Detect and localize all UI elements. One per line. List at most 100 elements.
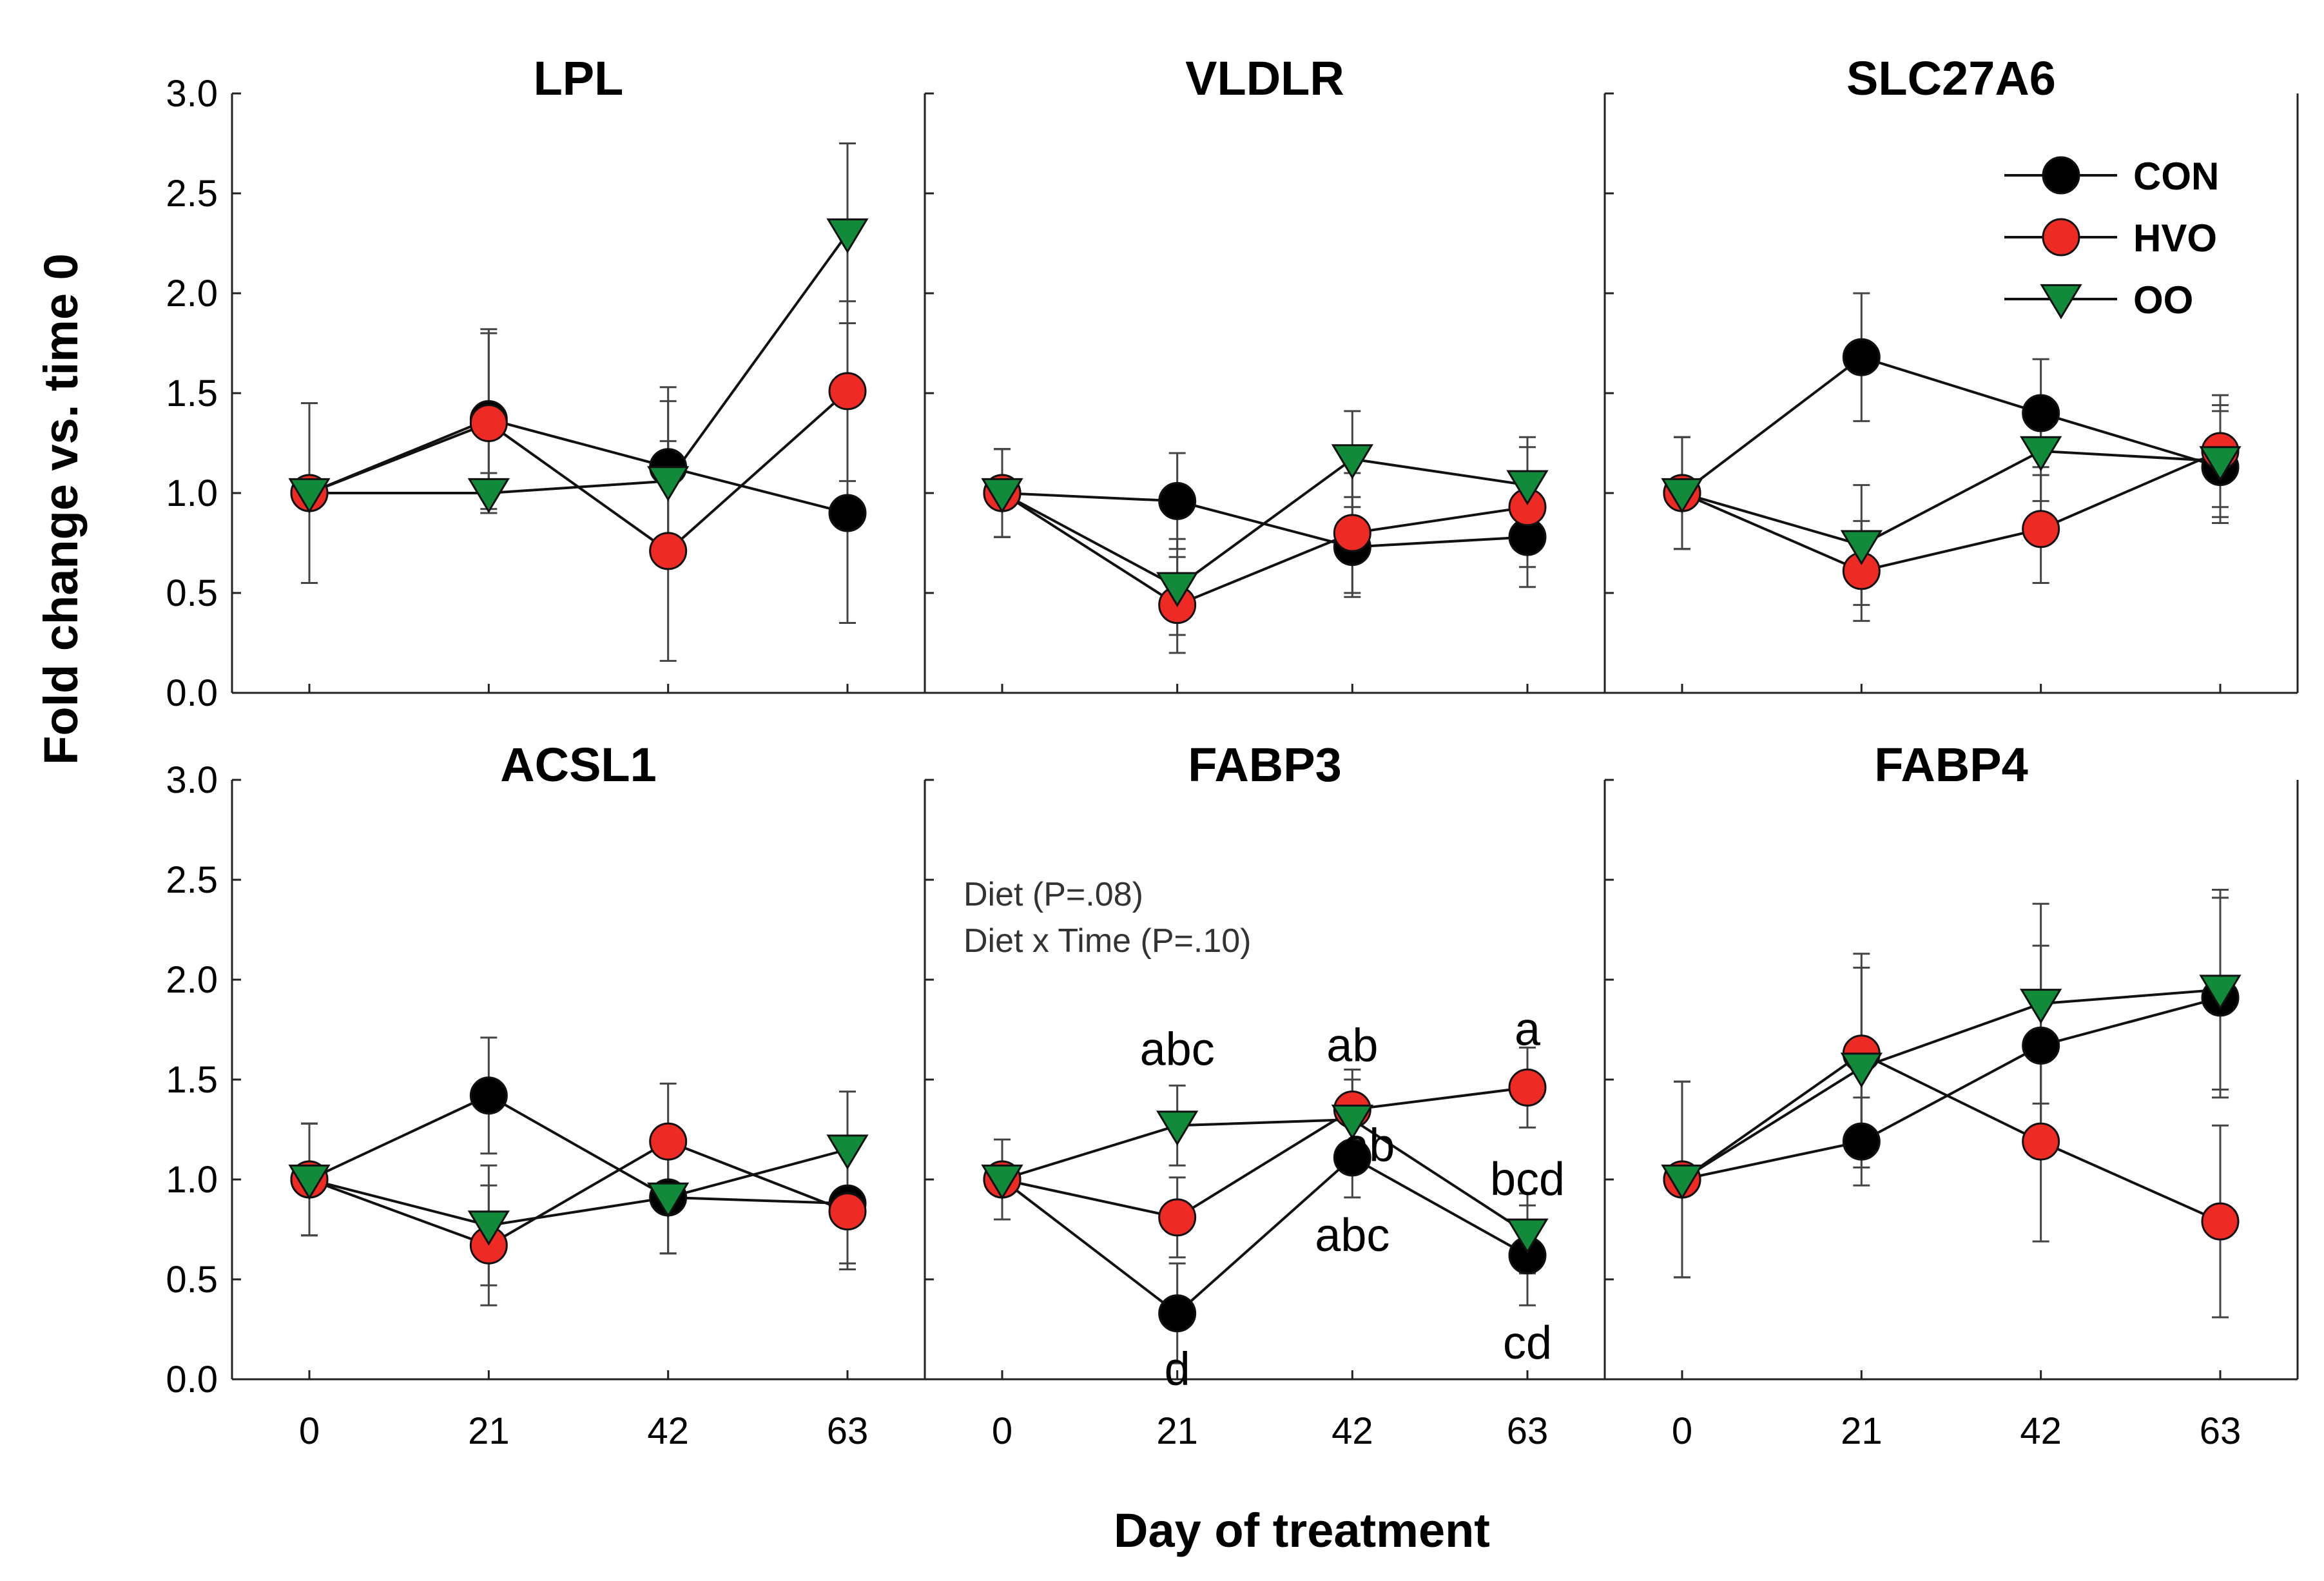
point-con-p3-2 [2022, 394, 2060, 432]
y-tick-label: 3.0 [166, 759, 218, 801]
legend-item-con: CON [2004, 155, 2219, 198]
stats-note: Diet x Time (P=.10) [963, 922, 1251, 960]
point-hvo-p2-2 [1333, 514, 1371, 552]
annotation-letter: abc [1315, 1210, 1390, 1261]
legend-marker [2042, 218, 2080, 257]
point-oo-p1-1 [467, 478, 510, 514]
annotation-letter: ab [1326, 1020, 1378, 1071]
legend-item-hvo: HVO [2004, 217, 2217, 260]
annotation-letter: cd [1503, 1317, 1552, 1369]
stats-note: Diet (P=.08) [963, 876, 1143, 913]
point-oo-p3-2 [2020, 436, 2062, 472]
point-oo-p5-0 [981, 1164, 1023, 1200]
y-tick-label: 1.0 [166, 1159, 218, 1201]
panel-slc27a6: SLC27A6 [1605, 52, 2299, 694]
series-line-hvo [1681, 450, 2221, 572]
x-tick-label: 21 [468, 1410, 510, 1452]
x-tick-label: 63 [2200, 1410, 2242, 1452]
point-oo-p4-0 [288, 1164, 331, 1200]
point-hvo-p5-1 [1158, 1198, 1197, 1237]
series-line-con [309, 1094, 848, 1205]
point-oo-p1-3 [826, 218, 869, 254]
point-hvo-p1-1 [469, 404, 508, 442]
legend-marker [2040, 284, 2082, 320]
y-tick-label: 2.0 [166, 273, 218, 315]
series-line-oo [309, 232, 849, 494]
point-con-p5-1 [1158, 1294, 1197, 1333]
point-oo-p3-1 [1840, 530, 1883, 566]
point-hvo-p4-2 [649, 1122, 688, 1161]
x-axis-title: Day of treatment [1114, 1504, 1490, 1557]
annotation-letter: d [1165, 1344, 1190, 1395]
point-oo-p1-0 [288, 478, 331, 514]
panel-lpl: 0.0 0.5 1.0 1.5 2.0 2.5 3.0 LPL [166, 52, 926, 714]
point-con-p6-2 [2022, 1026, 2060, 1065]
point-oo-p4-3 [826, 1134, 869, 1170]
x-tick-label: 0 [1672, 1410, 1692, 1452]
y-axis-title: Fold change vs. time 0 [34, 253, 88, 765]
y-tick-label: 0.5 [166, 572, 218, 614]
point-con-p3-1 [1842, 338, 1881, 376]
series-line-hvo [309, 1140, 848, 1247]
point-oo-p2-1 [1156, 572, 1199, 608]
panel-title: FABP3 [1188, 738, 1342, 791]
point-con-p6-1 [1842, 1122, 1881, 1161]
legend-label: CON [2133, 155, 2219, 198]
point-oo-p6-0 [1661, 1164, 1703, 1200]
panel-fabp3: 0 21 42 63 FABP3 Diet (P=.08) Diet x Time (P=.… [925, 738, 1606, 1452]
series-line-oo [1002, 458, 1528, 589]
point-hvo-p1-2 [649, 532, 688, 570]
annotation-letter: a [1515, 1004, 1541, 1056]
series-line-hvo [309, 390, 849, 553]
y-tick-label: 1.5 [166, 373, 218, 414]
series-line-hvo [1001, 492, 1528, 606]
point-hvo-p6-2 [2022, 1122, 2060, 1161]
point-con-p2-1 [1158, 481, 1197, 520]
y-tick-label: 2.5 [166, 859, 218, 901]
x-tick-label: 21 [1841, 1410, 1883, 1452]
point-oo-p5-2 [1331, 1104, 1373, 1140]
series-line-con [1001, 1156, 1528, 1315]
point-oo-p2-0 [981, 478, 1023, 514]
annotation-letter: ab [1343, 1120, 1395, 1171]
x-tick-label: 42 [647, 1410, 689, 1452]
x-tick-label: 63 [1507, 1410, 1549, 1452]
series-line-oo [309, 1148, 848, 1227]
series-line-con [1681, 355, 2221, 494]
point-hvo-p1-3 [828, 372, 867, 411]
series-line-hvo [1002, 1086, 1528, 1219]
panel-title: LPL [534, 52, 624, 105]
series-line-con [1681, 996, 2221, 1181]
legend-item-oo: OO [2004, 278, 2193, 322]
point-oo-p5-3 [1506, 1218, 1549, 1254]
annotation-letter: bcd [1490, 1154, 1565, 1205]
y-tick-label: 2.5 [166, 173, 218, 215]
x-tick-label: 42 [2020, 1410, 2062, 1452]
point-oo-p5-1 [1156, 1111, 1199, 1146]
panel-title: ACSL1 [500, 738, 657, 791]
panel-title: SLC27A6 [1846, 52, 2056, 105]
point-oo-p3-3 [2199, 446, 2242, 481]
legend: CON HVO OO [2004, 155, 2219, 322]
series-line-oo [1681, 449, 2221, 547]
point-oo-p6-1 [1840, 1052, 1883, 1088]
point-hvo-p6-3 [2201, 1202, 2240, 1241]
y-tick-label: 3.0 [166, 73, 218, 115]
y-tick-label: 2.0 [166, 959, 218, 1001]
y-tick-label: 1.0 [166, 472, 218, 514]
y-tick-label: 0.0 [166, 1359, 218, 1401]
legend-label: HVO [2133, 217, 2217, 260]
point-oo-p4-1 [467, 1210, 510, 1246]
y-tick-label: 1.5 [166, 1059, 218, 1101]
point-oo-p2-2 [1331, 444, 1373, 480]
point-con-p4-1 [469, 1076, 508, 1115]
legend-label: OO [2133, 278, 2193, 322]
panels: 0.00.51.01.52.02.53.0 LPL VLDLR SLC27A60.00… [166, 52, 2299, 1452]
panel-acsl1: 0.0 0.5 1.0 1.5 2.0 2.5 3.0 0 21 42 63 ACSL1 [166, 738, 926, 1452]
series-line-hvo [1681, 1052, 2221, 1223]
point-oo-p3-0 [1661, 478, 1703, 514]
point-oo-p6-3 [2199, 975, 2242, 1010]
annotation-letter: abc [1140, 1024, 1215, 1076]
panel-vldlr: VLDLR [925, 52, 1606, 694]
point-hvo-p5-3 [1508, 1068, 1547, 1107]
